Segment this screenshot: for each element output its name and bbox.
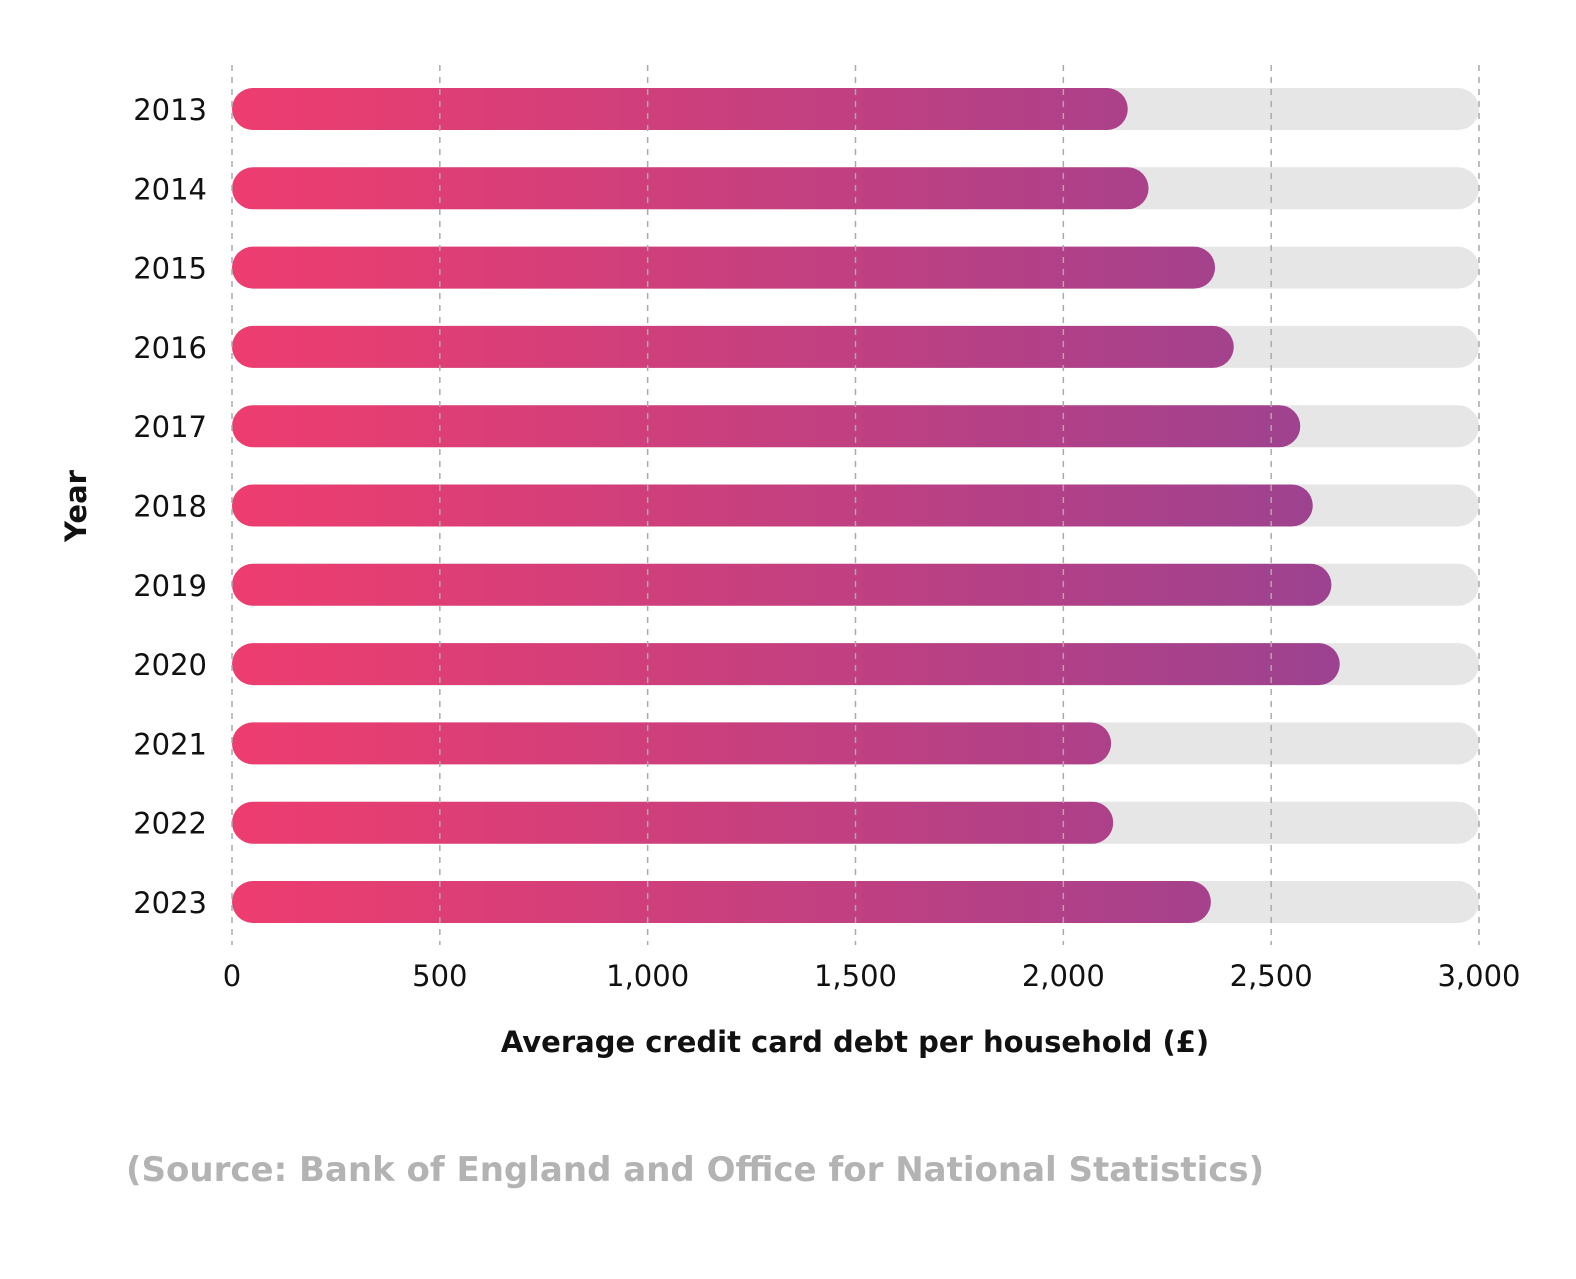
bar-2017 bbox=[232, 405, 1301, 448]
bar-2023 bbox=[232, 881, 1211, 923]
bar-2019 bbox=[232, 563, 1332, 606]
x-tick-label: 500 bbox=[412, 959, 467, 993]
y-axis-title: Year bbox=[59, 469, 93, 543]
bar-2014 bbox=[232, 167, 1149, 210]
x-tick-label: 0 bbox=[223, 959, 241, 993]
y-tick-label: 2016 bbox=[133, 331, 207, 365]
bar-2022 bbox=[232, 801, 1114, 844]
y-tick-label: 2018 bbox=[133, 490, 207, 524]
source-note: (Source: Bank of England and Office for … bbox=[126, 1150, 1265, 1190]
y-tick-label: 2020 bbox=[133, 648, 207, 682]
bar-2018 bbox=[232, 484, 1313, 527]
x-tick-label: 1,000 bbox=[606, 959, 689, 993]
x-tick-label: 1,500 bbox=[814, 959, 897, 993]
x-tick-label: 2,500 bbox=[1230, 959, 1313, 993]
y-tick-label: 2015 bbox=[133, 252, 207, 286]
x-tick-label: 2,000 bbox=[1022, 959, 1105, 993]
y-tick-label: 2014 bbox=[133, 172, 207, 206]
y-tick-label: 2013 bbox=[133, 93, 207, 127]
x-tick-label: 3,000 bbox=[1437, 959, 1520, 993]
bar-2016 bbox=[232, 325, 1234, 368]
bar-2020 bbox=[232, 643, 1340, 686]
x-axis-title: Average credit card debt per household (… bbox=[501, 1025, 1209, 1059]
bar-2013 bbox=[232, 88, 1128, 130]
bar-2021 bbox=[232, 722, 1112, 765]
y-tick-label: 2017 bbox=[133, 410, 207, 444]
y-tick-label: 2023 bbox=[133, 886, 207, 920]
y-tick-label: 2022 bbox=[133, 807, 207, 841]
y-tick-label: 2021 bbox=[133, 727, 207, 761]
y-tick-label: 2019 bbox=[133, 569, 207, 603]
bar-2015 bbox=[232, 246, 1216, 289]
